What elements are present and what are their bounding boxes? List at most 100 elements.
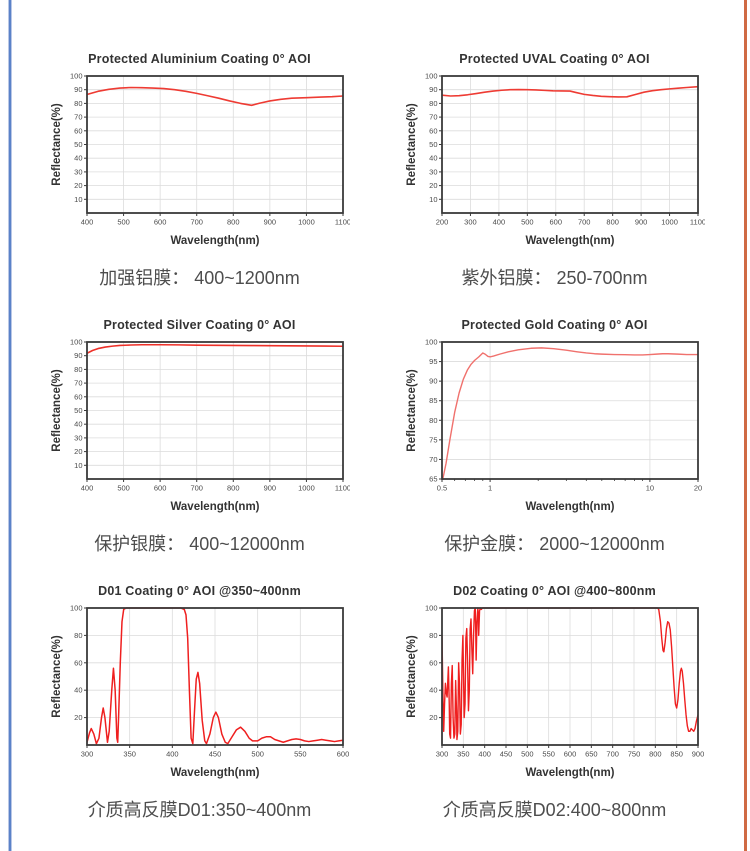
svg-text:850: 850	[670, 750, 683, 759]
svg-text:70: 70	[74, 379, 82, 388]
svg-text:Reflectance(%): Reflectance(%)	[406, 635, 418, 718]
svg-text:100: 100	[69, 604, 82, 613]
svg-text:Wavelength(nm): Wavelength(nm)	[170, 235, 259, 247]
svg-text:Reflectance(%): Reflectance(%)	[51, 369, 63, 452]
svg-text:60: 60	[74, 392, 82, 401]
svg-text:90: 90	[429, 85, 437, 94]
svg-text:800: 800	[649, 750, 662, 759]
svg-text:100: 100	[424, 604, 437, 613]
svg-text:1100: 1100	[689, 218, 704, 227]
svg-text:40: 40	[429, 154, 437, 163]
svg-text:650: 650	[585, 750, 598, 759]
svg-text:700: 700	[577, 218, 590, 227]
chart-caption: 介质高反膜D02:400~800nm	[442, 800, 667, 820]
chart-card-aluminium: Protected Aluminium Coating 0° AOI 400 50…	[34, 52, 365, 290]
svg-text:600: 600	[563, 750, 576, 759]
svg-text:500: 500	[117, 218, 130, 227]
svg-text:70: 70	[429, 455, 437, 464]
chart-title: Protected Aluminium Coating 0° AOI	[88, 52, 311, 66]
svg-text:75: 75	[429, 435, 437, 444]
svg-text:90: 90	[74, 85, 82, 94]
chart-figure-gold: 0.5 1 10 20 65 70 75 80 85 90 95 100 Wavelength(nm) R…	[406, 338, 702, 514]
svg-text:90: 90	[429, 377, 437, 386]
svg-text:1000: 1000	[298, 484, 315, 493]
svg-text:700: 700	[190, 484, 203, 493]
svg-text:Reflectance(%): Reflectance(%)	[51, 103, 63, 186]
svg-text:900: 900	[263, 484, 276, 493]
svg-text:600: 600	[336, 750, 349, 759]
svg-text:90: 90	[74, 351, 82, 360]
svg-text:80: 80	[74, 99, 82, 108]
svg-text:20: 20	[429, 713, 437, 722]
svg-text:10: 10	[74, 195, 82, 204]
svg-text:10: 10	[74, 461, 82, 470]
svg-text:0.5: 0.5	[436, 484, 446, 493]
svg-text:600: 600	[153, 218, 166, 227]
svg-text:500: 500	[521, 750, 534, 759]
svg-text:50: 50	[429, 140, 437, 149]
chart-title: D02 Coating 0° AOI @400~800nm	[453, 584, 656, 598]
svg-text:600: 600	[153, 484, 166, 493]
svg-text:20: 20	[429, 181, 437, 190]
chart-caption: 介质高反膜D01:350~400nm	[87, 800, 312, 820]
svg-text:500: 500	[117, 484, 130, 493]
svg-text:600: 600	[549, 218, 562, 227]
chart-figure-silver: 400 500 600 700 800 900 1000 1100 10 20 30 40 50 60 70…	[51, 338, 350, 514]
svg-text:350: 350	[457, 750, 470, 759]
svg-text:400: 400	[80, 484, 93, 493]
svg-text:10: 10	[645, 484, 653, 493]
svg-text:30: 30	[74, 167, 82, 176]
svg-text:200: 200	[435, 218, 448, 227]
svg-text:80: 80	[74, 631, 82, 640]
svg-text:40: 40	[74, 154, 82, 163]
chart-figure-uval: 200 300 400 500 600 700 800 900 1000 1100 10 20 30 40…	[406, 72, 705, 248]
svg-text:900: 900	[634, 218, 647, 227]
svg-text:40: 40	[74, 686, 82, 695]
svg-text:100: 100	[424, 338, 437, 347]
svg-text:80: 80	[429, 99, 437, 108]
svg-text:20: 20	[74, 181, 82, 190]
svg-text:40: 40	[74, 420, 82, 429]
svg-text:80: 80	[74, 365, 82, 374]
svg-text:95: 95	[429, 357, 437, 366]
svg-text:1: 1	[488, 484, 492, 493]
svg-text:Wavelength(nm): Wavelength(nm)	[525, 767, 614, 779]
svg-text:100: 100	[69, 338, 82, 347]
svg-text:20: 20	[74, 713, 82, 722]
svg-text:400: 400	[478, 750, 491, 759]
chart-title: Protected Gold Coating 0° AOI	[461, 318, 648, 332]
svg-text:Wavelength(nm): Wavelength(nm)	[525, 501, 614, 513]
svg-text:700: 700	[606, 750, 619, 759]
svg-text:1100: 1100	[334, 218, 349, 227]
svg-text:80: 80	[429, 631, 437, 640]
svg-text:300: 300	[435, 750, 448, 759]
chart-figure-aluminium: 400 500 600 700 800 900 1000 1100 10 20 30 40 50 60 70…	[51, 72, 350, 248]
svg-text:Wavelength(nm): Wavelength(nm)	[170, 767, 259, 779]
svg-text:Reflectance(%): Reflectance(%)	[406, 103, 418, 186]
svg-text:500: 500	[251, 750, 264, 759]
svg-text:350: 350	[123, 750, 136, 759]
svg-text:400: 400	[80, 218, 93, 227]
svg-text:450: 450	[208, 750, 221, 759]
svg-text:20: 20	[74, 447, 82, 456]
svg-text:800: 800	[606, 218, 619, 227]
svg-text:100: 100	[424, 72, 437, 81]
svg-text:Wavelength(nm): Wavelength(nm)	[170, 501, 259, 513]
svg-text:70: 70	[429, 113, 437, 122]
svg-text:400: 400	[166, 750, 179, 759]
svg-text:Reflectance(%): Reflectance(%)	[406, 369, 418, 452]
chart-title: D01 Coating 0° AOI @350~400nm	[98, 584, 301, 598]
chart-title: Protected Silver Coating 0° AOI	[103, 318, 296, 332]
svg-text:50: 50	[74, 140, 82, 149]
svg-text:400: 400	[492, 218, 505, 227]
chart-card-d02: D02 Coating 0° AOI @400~800nm 300 350 400 4…	[389, 584, 720, 822]
svg-text:10: 10	[429, 195, 437, 204]
svg-text:100: 100	[69, 72, 82, 81]
chart-card-d01: D01 Coating 0° AOI @350~400nm 300 350 400 4…	[34, 584, 365, 822]
right-accent-line	[744, 0, 747, 851]
chart-caption: 紫外铝膜： 250-700nm	[461, 268, 648, 288]
chart-card-silver: Protected Silver Coating 0° AOI 400 500 60…	[34, 318, 365, 556]
svg-text:1100: 1100	[334, 484, 349, 493]
